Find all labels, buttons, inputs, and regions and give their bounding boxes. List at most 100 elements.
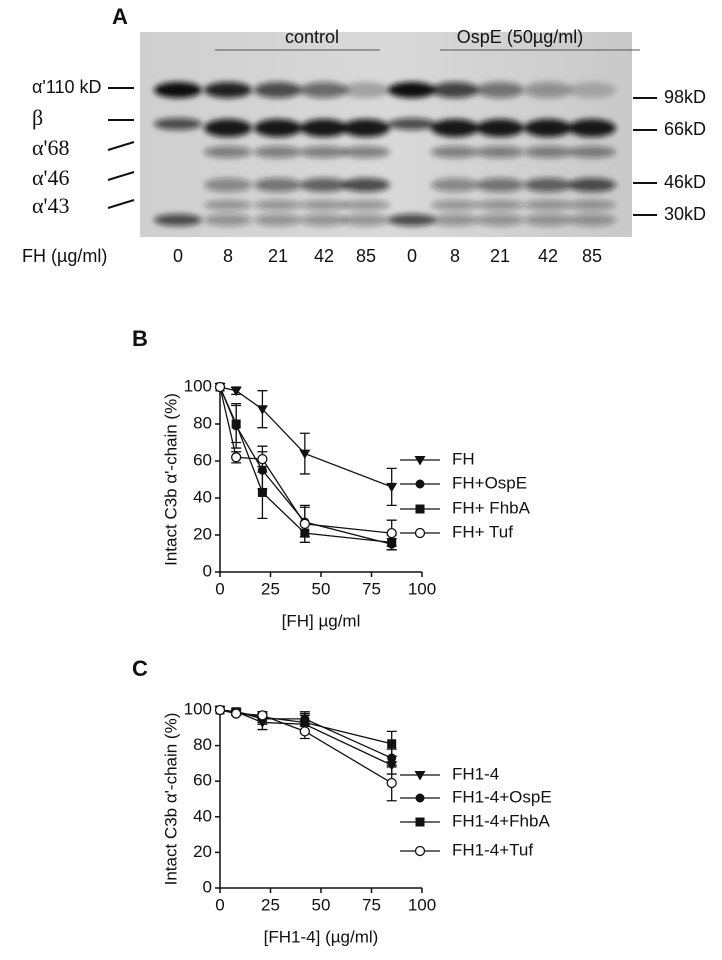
band-label: α'43 (32, 193, 70, 218)
legend-marker (414, 771, 426, 781)
legend-label: FH+ Tuf (452, 522, 513, 541)
gel-band (154, 82, 202, 98)
y-tick-label: 80 (193, 413, 212, 432)
marker (387, 739, 397, 749)
gel-band (568, 119, 616, 137)
y-tick-label: 20 (193, 524, 212, 543)
band-pointer (107, 171, 135, 181)
gel-band (568, 200, 616, 210)
gel-band (431, 146, 479, 158)
gel-band (254, 146, 302, 158)
gel-band (476, 214, 524, 226)
marker (257, 710, 268, 721)
gel-band (388, 82, 436, 98)
gel-band (476, 82, 524, 98)
legend-label: FH1-4+OspE (452, 787, 552, 806)
lane-label: 42 (314, 246, 334, 266)
lane-label: 8 (223, 246, 233, 266)
x-tick-label: 75 (362, 579, 381, 598)
gel-band (342, 82, 390, 98)
gel-band (431, 214, 479, 226)
gel-band (342, 178, 390, 192)
group-label: OspE (50µg/ml) (457, 27, 583, 47)
gel-band (431, 82, 479, 98)
lane-label: 0 (407, 246, 417, 266)
marker (299, 449, 311, 460)
lane-label: 21 (490, 246, 510, 266)
marker (230, 386, 242, 397)
gel-band (524, 200, 572, 210)
gel-band (524, 82, 572, 98)
y-tick-label: 0 (203, 877, 212, 896)
lane-axis-label: FH (µg/ml) (22, 246, 107, 266)
x-tick-label: 50 (312, 895, 331, 914)
marker (214, 704, 226, 716)
marker (256, 405, 268, 415)
series-line (219, 386, 392, 488)
marker (300, 717, 310, 727)
gel-band (154, 214, 202, 226)
gel-band (254, 200, 302, 210)
gel-band (388, 118, 436, 130)
marker (299, 726, 310, 737)
legend-marker (415, 504, 425, 514)
marker (386, 482, 398, 493)
panel-label: C (132, 656, 148, 681)
lane-label: 85 (356, 246, 376, 266)
legend-marker (414, 527, 426, 539)
gel-band (254, 214, 302, 226)
band-pointer (107, 199, 135, 209)
legend-label: FH1-4 (452, 764, 499, 783)
gel-band (568, 82, 616, 98)
gel-band (254, 119, 302, 137)
marker (386, 528, 397, 539)
gel-band (476, 200, 524, 210)
legend-label: FH+ FhbA (452, 498, 531, 517)
band-pointer (107, 141, 135, 151)
marker (299, 518, 310, 530)
y-tick-label: 100 (184, 376, 212, 395)
marker (214, 381, 226, 393)
gel-band (388, 214, 436, 226)
x-tick-label: 25 (261, 895, 280, 914)
x-tick-label: 0 (215, 895, 224, 914)
y-tick-label: 100 (184, 699, 212, 718)
x-tick-label: 25 (261, 579, 280, 598)
marker (257, 487, 267, 497)
panel-label: B (132, 326, 148, 351)
gel-band (204, 178, 252, 192)
y-tick-label: 60 (193, 450, 212, 469)
lane-label: 0 (173, 246, 183, 266)
band-label: α'68 (32, 135, 70, 160)
gel-band (524, 214, 572, 226)
x-tick-label: 100 (408, 579, 436, 598)
x-tick-label: 0 (215, 579, 224, 598)
gel-band (342, 200, 390, 210)
gel-band (300, 82, 348, 98)
gel-bands (154, 82, 616, 226)
lane-label: 42 (538, 246, 558, 266)
gel-band (204, 200, 252, 210)
y-tick-label: 60 (193, 771, 212, 790)
marker-label: 98kD (664, 87, 706, 107)
gel-band (568, 214, 616, 226)
gel-band (431, 178, 479, 192)
gel-band (342, 119, 390, 137)
y-tick-label: 40 (193, 806, 212, 825)
y-axis-label: Intact C3b α'-chain (%) (161, 713, 180, 886)
gel-band (300, 178, 348, 192)
gel-band (300, 146, 348, 158)
y-tick-label: 80 (193, 735, 212, 754)
legend-marker (415, 793, 425, 803)
legend-label: FH (452, 449, 475, 468)
gel-band (568, 178, 616, 192)
gel-band (524, 119, 572, 137)
lane-label: 85 (582, 246, 602, 266)
legend-label: FH+OspE (452, 473, 527, 492)
marker (231, 452, 242, 463)
series-line (219, 386, 392, 534)
x-axis-label: [FH] µg/ml (282, 611, 361, 630)
gel-band (476, 146, 524, 158)
x-tick-label: 75 (362, 895, 381, 914)
